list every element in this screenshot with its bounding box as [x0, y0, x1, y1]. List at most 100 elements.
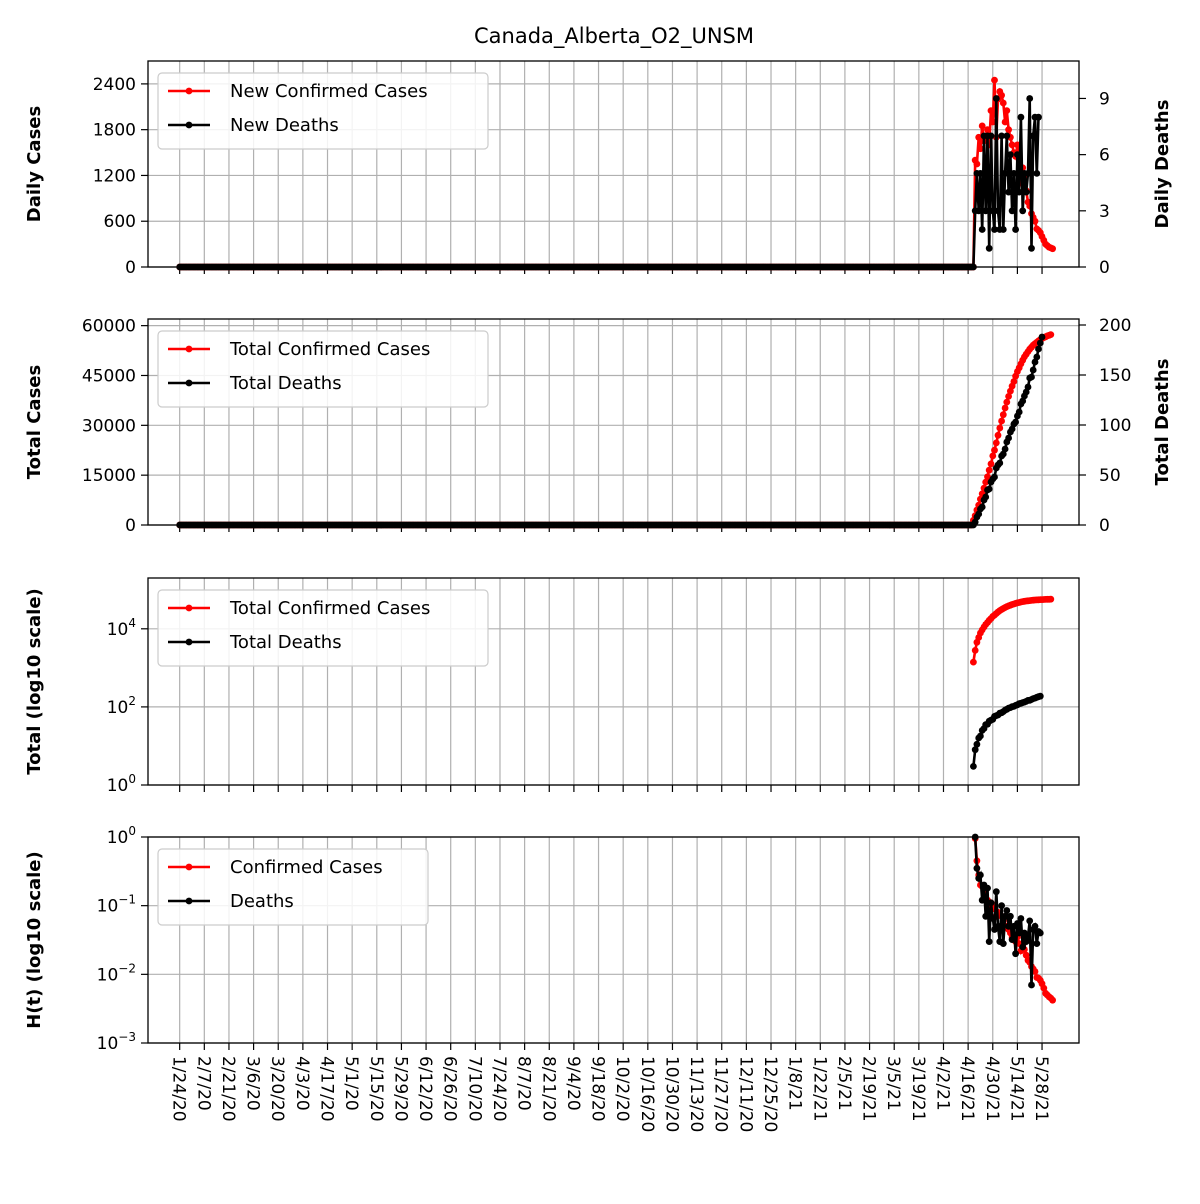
data-point	[984, 884, 991, 892]
legend-label: New Confirmed Cases	[230, 81, 428, 102]
x-tick-label: 4/3/20	[292, 1056, 312, 1111]
data-point	[1015, 408, 1023, 416]
data-point	[987, 132, 995, 140]
data-point	[975, 133, 983, 141]
y-right-tick-label: 100	[1099, 416, 1131, 436]
data-point	[998, 132, 1005, 140]
y-tick-label: 60000	[82, 317, 136, 337]
y-right-tick-label: 0	[1099, 516, 1110, 536]
x-tick-label: 6/26/20	[440, 1056, 460, 1122]
x-tick-label: 3/5/21	[883, 1056, 903, 1111]
data-point	[1019, 943, 1027, 951]
legend-marker	[185, 121, 193, 129]
data-point	[978, 122, 986, 130]
data-point	[994, 207, 1002, 215]
data-point	[998, 902, 1005, 910]
data-point	[1049, 245, 1056, 253]
data-point	[987, 899, 995, 907]
x-tick-label: 4/17/20	[317, 1056, 337, 1122]
data-point	[998, 91, 1005, 99]
y-axis-label-right: Total Deaths	[1152, 359, 1173, 486]
data-point	[982, 912, 990, 920]
data-point	[1031, 968, 1039, 975]
data-point	[989, 118, 997, 126]
data-point	[1036, 339, 1044, 347]
data-point	[1001, 445, 1009, 453]
x-tick-label: 1/8/21	[785, 1056, 805, 1111]
y-tick-label: 102	[107, 694, 136, 718]
data-point	[1015, 929, 1023, 937]
x-tick-label: 2/19/21	[859, 1056, 879, 1122]
legend-box	[157, 848, 429, 926]
x-tick-label: 10/2/20	[612, 1056, 632, 1122]
data-point	[1015, 188, 1023, 196]
data-point	[992, 888, 1000, 896]
x-tick-label: 5/15/20	[366, 1056, 386, 1122]
data-point	[971, 647, 979, 654]
data-point	[973, 160, 981, 168]
data-point	[998, 417, 1005, 425]
axes-frame	[147, 577, 1080, 786]
data-point	[985, 244, 993, 252]
data-point	[1033, 940, 1041, 947]
data-point	[1031, 217, 1039, 225]
y-right-tick-label: 200	[1099, 316, 1131, 336]
x-tick-label: 12/25/20	[760, 1056, 780, 1132]
y-tick-label: 1800	[93, 121, 136, 141]
x-tick-label: 4/16/21	[957, 1056, 977, 1122]
x-tick-label: 8/21/20	[538, 1056, 558, 1122]
axes-frame	[147, 318, 1080, 526]
data-point	[1001, 170, 1009, 177]
data-point	[996, 459, 1004, 467]
legend-label: New Deaths	[230, 115, 339, 136]
x-tick-label: 10/30/20	[661, 1056, 681, 1132]
data-point	[991, 226, 998, 233]
data-point	[1008, 141, 1016, 149]
data-point	[1001, 404, 1009, 412]
data-point	[978, 896, 986, 904]
data-point	[992, 95, 1000, 102]
y-tick-label: 1200	[93, 166, 136, 186]
x-tick-label: 5/1/20	[341, 1056, 361, 1111]
data-point	[1003, 107, 1011, 114]
data-point	[977, 871, 984, 879]
y-tick-label: 100	[107, 772, 136, 796]
data-point	[984, 126, 991, 134]
data-point	[1008, 936, 1016, 943]
data-point	[1005, 188, 1012, 196]
data-point	[1008, 207, 1016, 215]
x-tick-label: 5/29/20	[390, 1056, 410, 1122]
data-point	[1012, 226, 1019, 233]
data-point	[970, 658, 977, 666]
y-axis-label-right: Daily Deaths	[1152, 100, 1173, 229]
data-point	[994, 922, 1002, 930]
legend-marker	[185, 87, 193, 95]
series-total-deaths	[970, 692, 1044, 770]
data-point	[1022, 951, 1030, 959]
data-point	[1012, 418, 1019, 426]
data-point	[1035, 113, 1042, 121]
data-point	[984, 473, 991, 481]
data-point	[1038, 333, 1046, 341]
x-tick-label: 5/14/21	[1006, 1056, 1026, 1122]
data-point	[999, 99, 1007, 107]
panel-daily: 0 600 1200 1800 2400 0 3 6 9 Daily Cases Daily Dea…	[24, 60, 1173, 278]
data-point	[985, 485, 993, 493]
legend-box	[157, 72, 489, 150]
data-point	[992, 439, 1000, 447]
data-point	[982, 493, 990, 501]
data-point	[1024, 383, 1032, 391]
data-point	[991, 76, 998, 84]
x-tick-label: 7/10/20	[464, 1056, 484, 1122]
panel-total: 0 15000 30000 45000 60000 0 50 100 150 200 Total C…	[24, 316, 1173, 536]
data-point	[1036, 929, 1044, 937]
data-point	[1047, 331, 1055, 338]
y-tick-label: 45000	[82, 366, 136, 386]
data-point	[973, 740, 981, 748]
y-tick-label: 0	[125, 516, 136, 536]
data-point	[994, 431, 1002, 439]
x-tick-label: 1/22/21	[809, 1056, 829, 1122]
y-tick-label: 0	[125, 258, 136, 278]
y-axis-label: Total (log10 scale)	[24, 588, 45, 775]
